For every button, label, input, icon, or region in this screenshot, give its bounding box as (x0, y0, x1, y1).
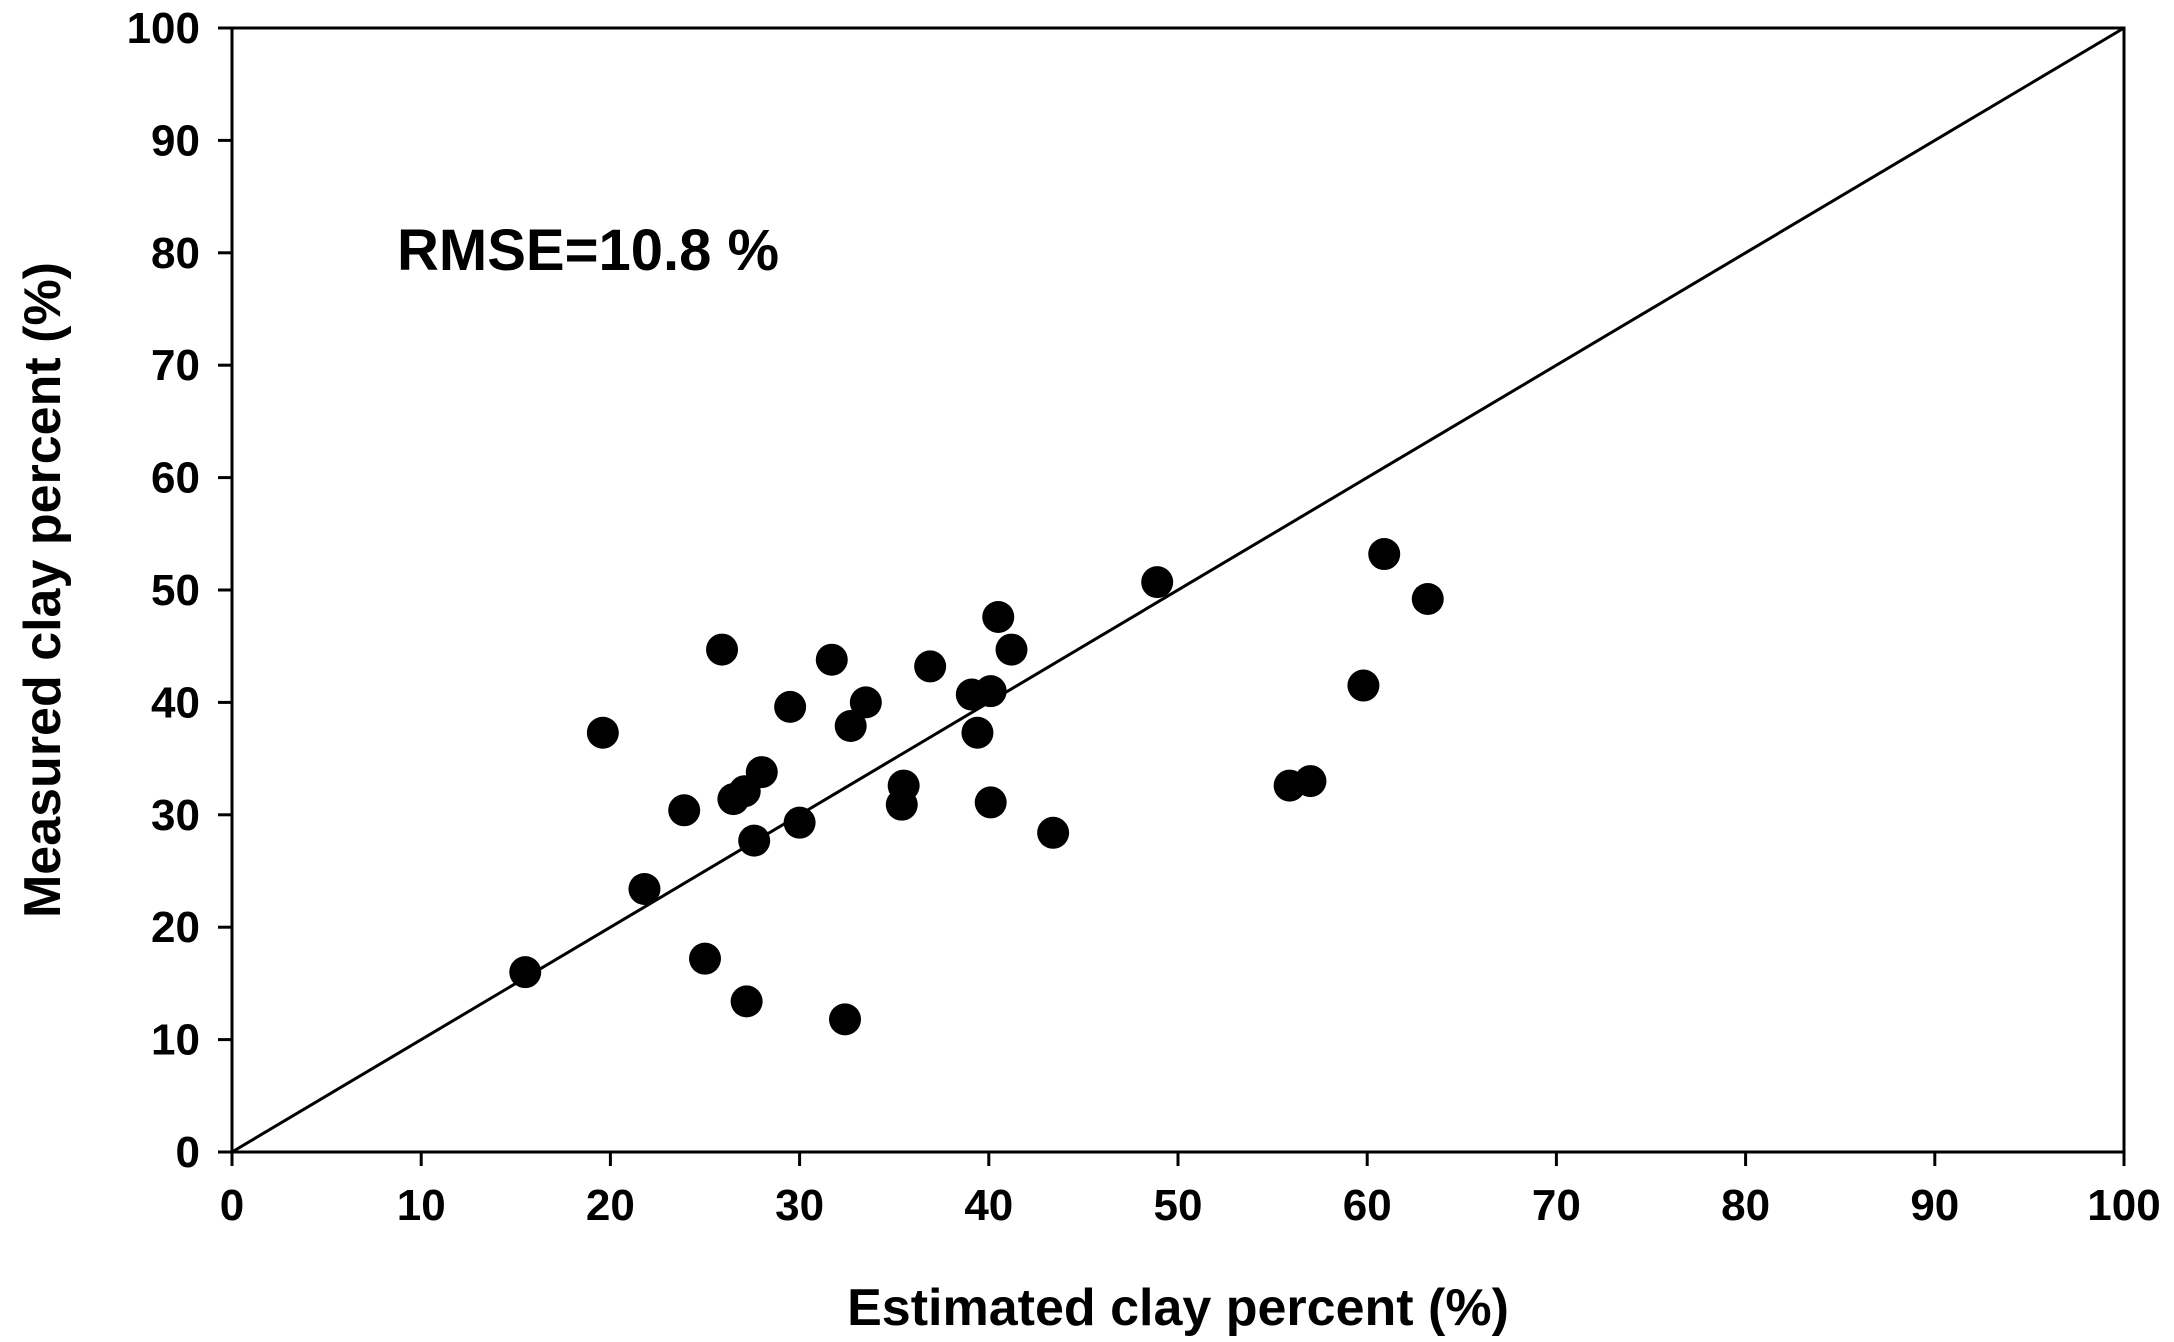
data-point (1411, 582, 1444, 615)
x-tick-label: 80 (1721, 1181, 1770, 1230)
x-tick-label: 70 (1532, 1181, 1581, 1230)
x-tick-label: 20 (586, 1181, 635, 1230)
y-tick-label: 10 (151, 1016, 200, 1065)
x-tick-label: 90 (1910, 1181, 1959, 1230)
rmse-annotation: RMSE=10.8 % (397, 218, 779, 283)
data-point (1294, 765, 1327, 798)
x-tick-label: 10 (397, 1181, 446, 1230)
data-point (628, 872, 661, 905)
data-point (914, 650, 947, 683)
y-tick-label: 60 (151, 454, 200, 503)
x-tick-label: 60 (1343, 1181, 1392, 1230)
data-point (745, 756, 778, 789)
data-point (774, 690, 807, 723)
y-tick-label: 30 (151, 791, 200, 840)
data-point (1037, 816, 1070, 849)
data-point (961, 716, 994, 749)
x-axis-label: Estimated clay percent (%) (847, 1279, 1509, 1337)
y-tick-label: 70 (151, 341, 200, 390)
y-tick-label: 90 (151, 116, 200, 165)
y-tick-label: 50 (151, 566, 200, 615)
x-tick-label: 50 (1154, 1181, 1203, 1230)
data-point (668, 794, 701, 827)
data-point (815, 643, 848, 676)
y-tick-label: 20 (151, 903, 200, 952)
data-point (885, 788, 918, 821)
data-point (974, 675, 1007, 708)
data-point (1347, 669, 1380, 702)
y-tick-label: 0 (176, 1128, 200, 1177)
data-point (738, 824, 771, 857)
data-point (509, 956, 542, 989)
data-point (1368, 538, 1401, 571)
x-tick-label: 30 (775, 1181, 824, 1230)
data-point (1141, 566, 1174, 599)
data-point (586, 716, 619, 749)
x-tick-label: 100 (2087, 1181, 2160, 1230)
data-points (509, 538, 1444, 1036)
data-point (829, 1003, 862, 1036)
y-tick-label: 80 (151, 229, 200, 278)
x-tick-label: 40 (964, 1181, 1013, 1230)
data-point (834, 710, 867, 743)
data-point (982, 600, 1015, 633)
y-axis-ticks: 0 10 20 30 40 50 60 70 80 90 100 (127, 4, 232, 1177)
data-point (730, 985, 763, 1018)
y-tick-label: 40 (151, 678, 200, 727)
y-axis-label: Measured clay percent (%) (14, 262, 72, 918)
x-axis-ticks: 0 10 20 30 40 50 60 70 80 90 100 (220, 1152, 2161, 1230)
one-to-one-line (231, 26, 2125, 1154)
data-point (995, 633, 1028, 666)
data-point (974, 786, 1007, 819)
data-point (706, 633, 739, 666)
y-tick-label: 100 (127, 4, 200, 53)
data-point (783, 806, 816, 839)
data-point (849, 686, 882, 719)
data-point (689, 942, 721, 975)
x-tick-label: 0 (220, 1181, 244, 1230)
